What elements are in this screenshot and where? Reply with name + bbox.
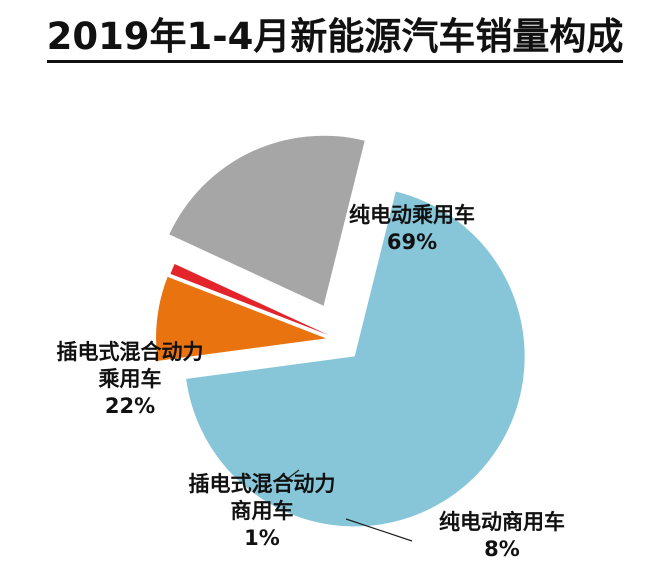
slice-name-label-3-1: 乘用车 — [98, 367, 162, 391]
slice-value-label-0: 69% — [387, 230, 437, 254]
chart-title-text: 2019年1-4月新能源汽车销量构成 — [46, 15, 624, 63]
leader-line-2 — [285, 469, 300, 481]
pie-slice-3 — [169, 135, 365, 306]
chart-title: 2019年1-4月新能源汽车销量构成 — [0, 6, 670, 63]
leader-line-1 — [345, 518, 413, 542]
pie-slice-0 — [186, 191, 525, 527]
slice-value-label-3: 22% — [105, 394, 155, 418]
slice-name-label-2-0: 插电式混合动力 — [189, 472, 336, 496]
pie-slices — [156, 135, 525, 527]
slice-name-label-3-0: 插电式混合动力 — [57, 340, 204, 364]
slice-label-2: 插电式混合动力商用车 1% — [189, 472, 336, 550]
pie-slice-2 — [170, 264, 329, 336]
pie-labels: 纯电动乘用车 69%纯电动商用车 8%插电式混合动力商用车 1%插电式混合动力乘用车 2… — [57, 203, 566, 561]
slice-value-label-1: 8% — [484, 537, 520, 561]
slice-name-label-1-0: 纯电动商用车 — [439, 510, 565, 534]
pie-slice-1 — [156, 276, 327, 361]
slice-name-label-2-1: 商用车 — [231, 499, 294, 523]
slice-value-label-2: 1% — [244, 526, 280, 550]
slice-label-1: 纯电动商用车 8% — [439, 510, 565, 561]
slice-label-0: 纯电动乘用车 69% — [349, 203, 475, 254]
slice-label-3: 插电式混合动力乘用车 22% — [57, 340, 204, 418]
slice-name-label-0-0: 纯电动乘用车 — [349, 203, 475, 227]
